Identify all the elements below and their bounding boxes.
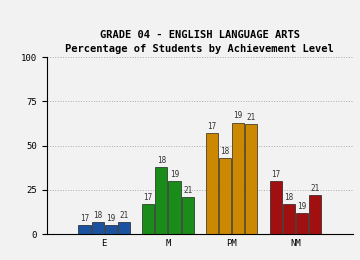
Bar: [270, 181, 282, 234]
Text: 19: 19: [234, 112, 243, 120]
Bar: [219, 158, 231, 234]
Text: 17: 17: [144, 193, 153, 202]
Bar: [206, 133, 218, 234]
Text: 18: 18: [284, 193, 293, 202]
Bar: [105, 225, 117, 234]
Text: 21: 21: [247, 113, 256, 122]
Text: 17: 17: [80, 214, 89, 223]
Text: 18: 18: [220, 147, 230, 156]
Text: 18: 18: [157, 156, 166, 165]
Title: GRADE 04 - ENGLISH LANGUAGE ARTS
Percentage of Students by Achievement Level: GRADE 04 - ENGLISH LANGUAGE ARTS Percent…: [66, 30, 334, 54]
Text: 18: 18: [93, 211, 102, 219]
Bar: [91, 222, 104, 234]
Text: 19: 19: [170, 170, 179, 179]
Bar: [283, 204, 295, 234]
Bar: [309, 195, 321, 234]
Bar: [296, 213, 308, 234]
Bar: [142, 204, 154, 234]
Bar: [168, 181, 181, 234]
Text: 19: 19: [297, 202, 307, 211]
Bar: [155, 167, 167, 234]
Text: 17: 17: [207, 122, 217, 131]
Bar: [118, 222, 130, 234]
Text: 21: 21: [183, 186, 192, 195]
Bar: [78, 225, 90, 234]
Text: 21: 21: [119, 211, 129, 219]
Text: 21: 21: [311, 184, 320, 193]
Bar: [232, 123, 244, 234]
Bar: [181, 197, 194, 234]
Text: 17: 17: [271, 170, 280, 179]
Text: 19: 19: [106, 214, 115, 223]
Bar: [246, 124, 257, 234]
